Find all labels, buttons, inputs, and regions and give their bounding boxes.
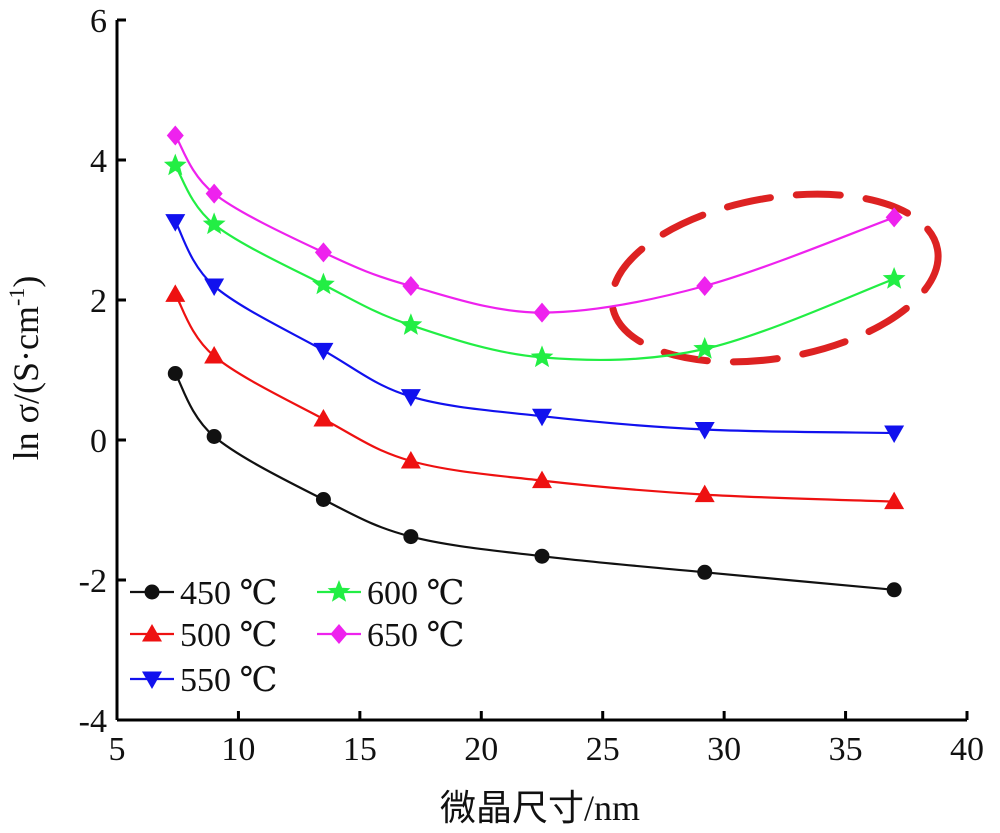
- x-tick-label: 40: [950, 731, 984, 768]
- series-layer: [163, 125, 906, 598]
- data-point: [399, 313, 423, 335]
- series-0: [167, 366, 902, 598]
- y-tick-label: 4: [90, 143, 107, 180]
- data-point: [403, 529, 419, 545]
- legend-marker: [142, 671, 162, 689]
- legend-item: 450 ℃: [130, 575, 278, 612]
- data-point: [313, 409, 334, 427]
- data-point: [532, 470, 552, 489]
- legend-marker: [142, 624, 162, 642]
- data-point: [313, 342, 334, 361]
- data-point: [204, 278, 225, 296]
- legend-marker: [144, 584, 160, 600]
- series-4: [166, 125, 903, 323]
- legend-item: 650 ℃: [317, 617, 465, 654]
- y-axis-title-sup: -1: [4, 288, 29, 306]
- data-point: [167, 366, 183, 381]
- data-point: [402, 276, 420, 296]
- data-point: [532, 408, 552, 427]
- series-1: [165, 284, 905, 510]
- series-line: [174, 293, 895, 503]
- series-line: [174, 221, 895, 435]
- legend-label: 600 ℃: [367, 575, 465, 612]
- x-axis-title: 微晶尺寸/nm: [440, 788, 640, 828]
- legend-marker: [330, 624, 348, 644]
- data-point: [165, 284, 186, 302]
- data-point: [400, 451, 421, 469]
- legend-label: 550 ℃: [180, 662, 278, 699]
- data-point: [166, 125, 184, 146]
- data-point: [530, 345, 554, 368]
- legend: 450 ℃ 500 ℃ 550 ℃ 600 ℃ 650 ℃: [130, 575, 465, 699]
- legend-marker: [327, 580, 351, 602]
- data-point: [693, 337, 717, 359]
- data-point: [205, 183, 223, 204]
- y-tick-label: 2: [90, 283, 107, 320]
- data-point: [400, 389, 421, 407]
- x-tick-label: 30: [707, 731, 741, 768]
- data-point: [312, 272, 335, 295]
- data-point: [885, 207, 903, 228]
- data-point: [163, 153, 187, 176]
- data-point: [204, 346, 225, 364]
- data-point: [165, 214, 186, 232]
- y-tick-label: 0: [90, 423, 107, 460]
- data-point: [884, 491, 905, 510]
- y-axis-title-main: ln σ/(S·cm: [6, 306, 46, 460]
- data-point: [694, 422, 715, 440]
- data-point: [315, 492, 331, 507]
- data-point: [694, 484, 715, 503]
- legend-item: 600 ℃: [317, 575, 465, 612]
- data-point: [533, 302, 551, 323]
- legend-label: 650 ℃: [367, 617, 465, 654]
- data-point: [882, 267, 906, 289]
- data-point: [206, 429, 222, 444]
- y-tick-label: 6: [90, 3, 107, 40]
- x-tick-label: 35: [829, 731, 863, 768]
- series-line: [174, 134, 895, 314]
- x-tick-label: 10: [221, 731, 255, 768]
- data-point: [314, 242, 332, 263]
- x-tick-label: 25: [586, 731, 620, 768]
- x-tick-label: 15: [343, 731, 377, 768]
- legend-item: 550 ℃: [130, 662, 278, 699]
- x-tick-label: 20: [464, 731, 498, 768]
- legend-item: 500 ℃: [130, 617, 278, 654]
- legend-label: 450 ℃: [180, 575, 278, 612]
- data-point: [886, 582, 902, 598]
- y-tick-label: -2: [79, 563, 107, 600]
- series-2: [165, 214, 905, 443]
- y-axis-title: ln σ/(S·cm-1): [4, 276, 46, 461]
- legend-label: 500 ℃: [180, 617, 278, 654]
- data-point: [884, 425, 905, 443]
- data-point: [697, 564, 713, 580]
- data-point: [696, 276, 714, 296]
- x-tick-label: 5: [109, 731, 126, 768]
- series-3: [163, 153, 906, 368]
- data-point: [202, 212, 226, 235]
- data-point: [534, 548, 550, 564]
- y-axis-title-end: ): [6, 276, 46, 288]
- series-line: [174, 164, 895, 362]
- y-tick-label: -4: [79, 703, 107, 740]
- axes: -4 -2 0 2 4 6 5 10 15 20 25 30 35 40: [79, 3, 984, 768]
- series-line: [174, 372, 895, 591]
